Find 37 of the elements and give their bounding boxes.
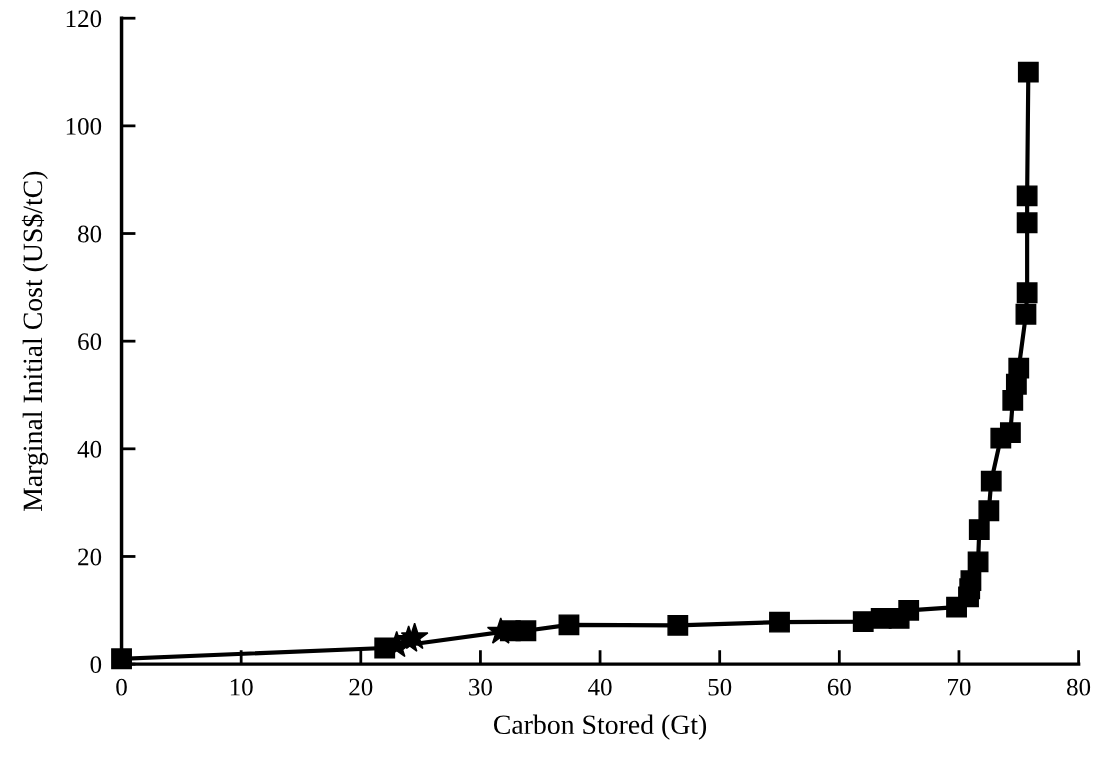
x-tick-label: 50 — [708, 678, 732, 696]
y-tick-label: 20 — [78, 548, 102, 566]
y-axis-title: Marginal Initial Cost (US$/tC) — [21, 171, 48, 512]
point — [1008, 357, 1030, 379]
x-tick-label: 20 — [349, 678, 373, 696]
point — [769, 611, 790, 633]
point — [980, 470, 1002, 492]
point — [1015, 303, 1037, 325]
x-axis-title: Carbon Stored (Gt) — [493, 714, 707, 740]
point — [852, 611, 874, 633]
x-tick-label: 0 — [116, 678, 127, 696]
x-tick-label: 60 — [827, 678, 851, 696]
point — [967, 551, 989, 573]
point — [1017, 61, 1039, 83]
y-tick-label: 60 — [78, 333, 102, 351]
point — [400, 622, 429, 650]
y-tick-label: 80 — [78, 225, 102, 243]
x-tick-label: 40 — [588, 678, 612, 696]
x-tick-label: 30 — [469, 678, 492, 696]
x-tick-label: 10 — [230, 678, 253, 696]
point — [898, 599, 920, 621]
y-tick-label: 40 — [77, 440, 102, 458]
y-tick-label: 120 — [66, 10, 102, 28]
point — [1016, 212, 1038, 234]
point — [1016, 282, 1038, 304]
point — [968, 519, 990, 540]
point — [978, 500, 1000, 522]
x-tick-label: 70 — [948, 678, 971, 696]
point — [960, 570, 982, 592]
point — [999, 422, 1021, 444]
point — [667, 614, 689, 636]
point — [515, 620, 537, 642]
y-tick-label: 0 — [90, 656, 102, 674]
point — [558, 614, 580, 636]
x-tick-label: 80 — [1067, 678, 1091, 696]
y-tick-label: 100 — [66, 117, 102, 135]
point — [1016, 185, 1038, 207]
